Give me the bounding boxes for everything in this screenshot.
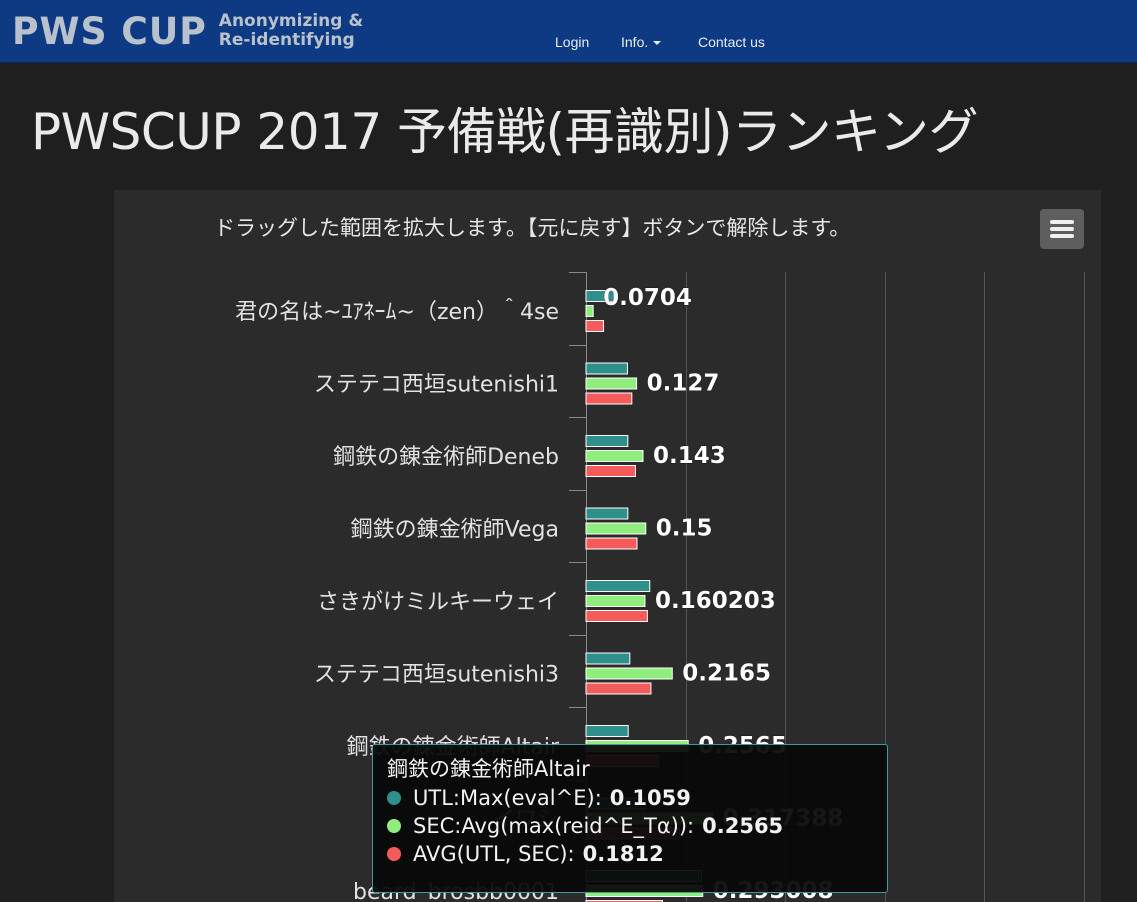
logo-sub-line-1: Anonymizing & (218, 11, 364, 31)
category-label: ステテコ西垣sutenishi1 (314, 373, 559, 398)
nav-contact-link[interactable]: Contact us (698, 34, 765, 50)
bar-utl[interactable] (585, 362, 628, 375)
hamburger-icon (1050, 220, 1074, 224)
series-dot-icon (387, 791, 401, 805)
site-logo[interactable]: PWS CUP Anonymizing & Re-identifying (12, 4, 363, 58)
bar-avg[interactable] (585, 900, 663, 902)
tooltip-value: 0.1812 (582, 842, 664, 866)
bar-utl[interactable] (585, 652, 631, 665)
tooltip-value: 0.1059 (609, 786, 691, 810)
navbar: PWS CUP Anonymizing & Re-identifying Log… (0, 0, 1137, 63)
bar-sec[interactable] (585, 450, 644, 462)
tooltip-row-sec: SEC:Avg(max(reid^E_Tα)): 0.2565 (387, 812, 873, 840)
bar-utl[interactable] (585, 290, 615, 302)
bar-utl[interactable] (585, 725, 629, 737)
data-label: 0.0704 (603, 285, 692, 311)
nav-login-link[interactable]: Login (555, 34, 590, 50)
series-dot-icon (387, 847, 401, 861)
tooltip-row-avg: AVG(UTL, SEC): 0.1812 (387, 840, 873, 868)
tooltip-value: 0.2565 (702, 814, 784, 838)
tooltip-row-utl: UTL:Max(eval^E): 0.1059 (387, 784, 873, 812)
bar-sec[interactable] (585, 595, 646, 607)
bar-utl[interactable] (585, 435, 629, 447)
chevron-down-icon (653, 41, 662, 46)
bar-avg[interactable] (585, 392, 633, 405)
bar-sec[interactable] (585, 377, 638, 390)
page-title: PWSCUP 2017 予備戦(再識別)ランキング (31, 103, 979, 161)
bar-avg[interactable] (585, 682, 652, 695)
chart-tooltip: 鋼鉄の錬金術師Altair UTL:Max(eval^E): 0.1059 SEC… (372, 744, 888, 893)
data-label: 0.15 (656, 516, 713, 542)
data-label: 0.2165 (682, 661, 771, 687)
nav-info-label: Info. (621, 34, 649, 50)
tooltip-label: SEC:Avg(max(reid^E_Tα)): (413, 814, 695, 838)
category-label: さきがけミルキーウェイ (317, 590, 559, 615)
logo-sub-text: Anonymizing & Re-identifying (219, 12, 363, 50)
bar-sec[interactable] (585, 522, 647, 535)
bar-avg[interactable] (585, 610, 648, 622)
bar-sec[interactable] (585, 305, 594, 317)
tooltip-title: 鋼鉄の錬金術師Altair (387, 757, 590, 781)
logo-sub-line-2: Re-identifying (218, 30, 355, 50)
bar-avg[interactable] (585, 465, 636, 477)
chart-menu-button[interactable] (1040, 209, 1084, 249)
chart-subtitle: ドラッグした範囲を拡大します。【元に戻す】ボタンで解除します。 (214, 216, 851, 240)
category-label: 鋼鉄の錬金術師Vega (351, 518, 559, 543)
series-dot-icon (387, 819, 401, 833)
nav-info-dropdown[interactable]: Info. (621, 34, 662, 50)
data-label: 0.160203 (655, 588, 776, 614)
logo-main-text: PWS CUP (12, 9, 207, 53)
data-label: 0.143 (653, 443, 726, 469)
hamburger-icon-line (1050, 234, 1074, 238)
category-label: 君の名は~ﾕｱﾈｰﾑ~（zen）＾4se (235, 298, 559, 325)
hamburger-icon-line (1050, 227, 1074, 231)
bar-sec[interactable] (585, 667, 673, 680)
category-label: ステテコ西垣sutenishi3 (314, 663, 559, 688)
category-label: 鋼鉄の錬金術師Deneb (333, 445, 559, 470)
tooltip-label: AVG(UTL, SEC): (413, 842, 575, 866)
tooltip-label: UTL:Max(eval^E): (413, 786, 602, 810)
bar-avg[interactable] (585, 320, 605, 332)
bar-utl[interactable] (585, 507, 629, 520)
data-label: 0.127 (647, 371, 720, 397)
bar-utl[interactable] (585, 580, 651, 592)
bar-avg[interactable] (585, 537, 638, 550)
